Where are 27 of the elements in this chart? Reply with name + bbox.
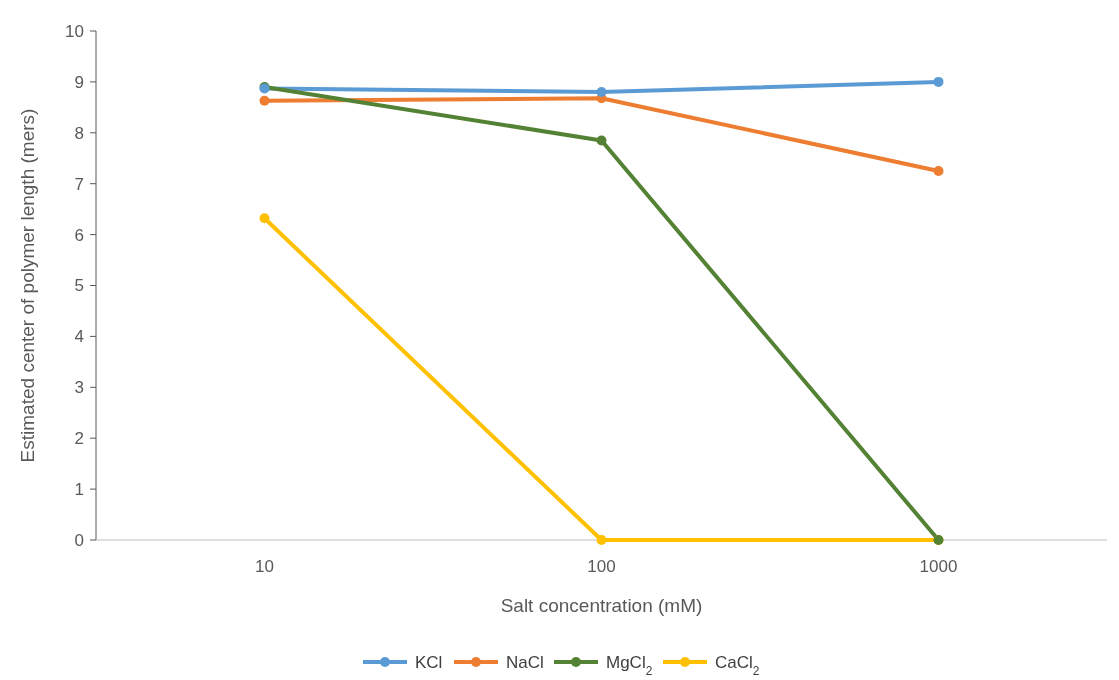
- y-tick-label: 4: [74, 327, 84, 347]
- x-tick-label: 1000: [919, 557, 958, 576]
- legend-label: CaCl$_{2}$: [715, 653, 760, 678]
- x-axis-title: Salt concentration (mM): [500, 595, 703, 616]
- point: [596, 535, 607, 545]
- point: [596, 135, 607, 146]
- y-tick-label: 7: [74, 174, 84, 194]
- x-tick-label: 100: [587, 557, 616, 576]
- y-tick-label: 6: [74, 225, 84, 245]
- point: [933, 165, 944, 176]
- legend-label: KCl: [415, 653, 443, 672]
- y-tick-label: 5: [74, 276, 84, 296]
- point: [259, 95, 270, 106]
- point: [933, 76, 944, 87]
- point: [596, 87, 607, 98]
- legend-label: NaCl: [506, 653, 544, 672]
- y-tick-label: 10: [65, 21, 84, 41]
- y-tick-label: 8: [74, 123, 84, 143]
- y-tick-label: 1: [74, 480, 84, 500]
- y-tick-label: 9: [74, 72, 84, 92]
- x-tick-label: 10: [255, 557, 274, 576]
- y-tick-label: 0: [74, 530, 84, 550]
- point: [259, 213, 270, 224]
- y-tick-label: 3: [74, 378, 84, 398]
- y-axis-title: Estimated center of polymer length (mers): [17, 108, 38, 463]
- legend-label: MgCl$_{2}$: [606, 653, 653, 678]
- y-tick-label: 2: [74, 429, 84, 449]
